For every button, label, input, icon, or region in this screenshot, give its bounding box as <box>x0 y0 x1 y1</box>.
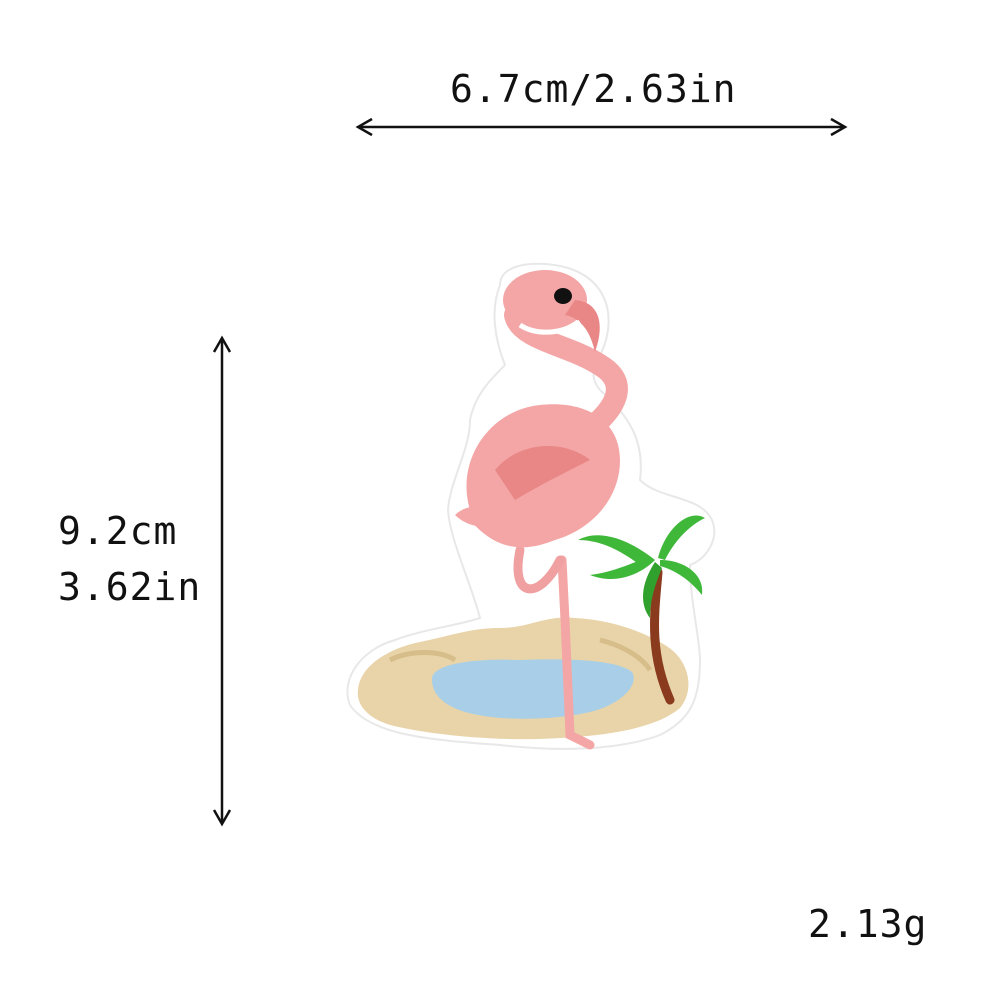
height-cm-label: 9.2cm <box>58 509 178 553</box>
height-arrow <box>212 335 232 827</box>
height-in-label: 3.62in <box>58 565 202 609</box>
pond-icon <box>431 659 634 719</box>
flamingo-icon <box>455 270 628 750</box>
width-arrow <box>355 117 848 137</box>
width-dimension-label: 6.7cm/2.63in <box>450 67 737 111</box>
palm-tree-icon <box>578 515 705 705</box>
weight-label: 2.13g <box>808 902 928 946</box>
